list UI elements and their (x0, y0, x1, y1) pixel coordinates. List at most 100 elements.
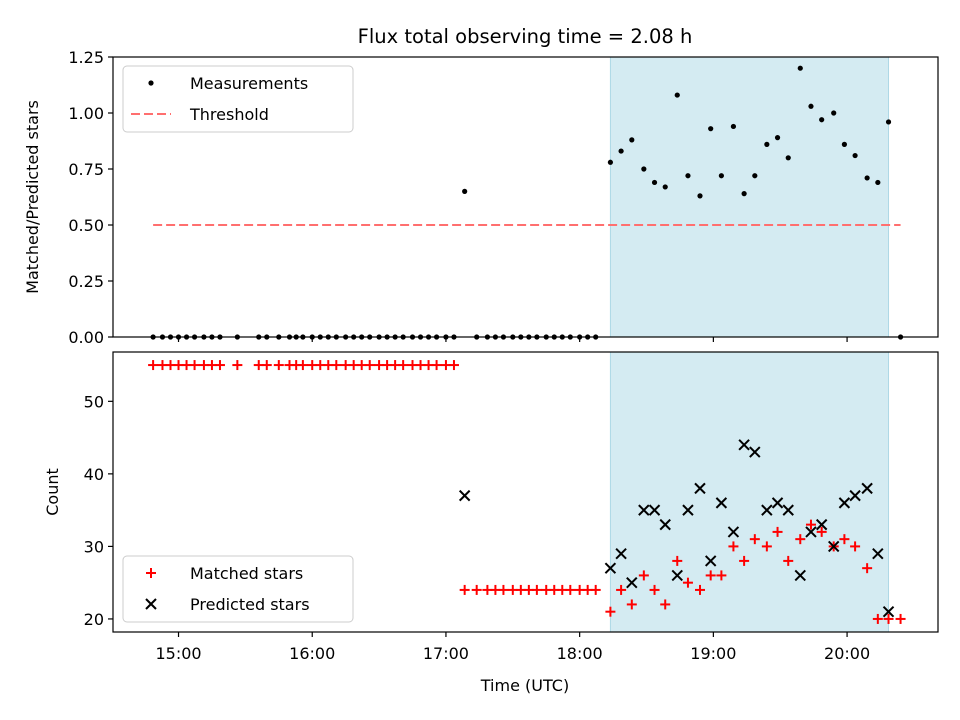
measurement-point (752, 173, 758, 179)
matched-star-marker (872, 613, 883, 624)
marker-stroke (872, 547, 884, 560)
marker-stroke (671, 569, 683, 582)
y-tick-label: 1.00 (68, 104, 104, 123)
observing-window-shading (609, 56, 890, 338)
matched-star-marker (862, 563, 873, 574)
matched-star-marker (146, 568, 156, 578)
measurement-point (708, 126, 714, 132)
legend-entry-label: Threshold (189, 105, 269, 124)
matched-star-marker (626, 599, 637, 610)
predicted-star-marker (838, 497, 851, 509)
y-tick-label: 40 (84, 465, 104, 484)
matched-star-marker (261, 360, 272, 371)
predicted-star-marker (638, 504, 650, 516)
y-tick-label: 0.75 (68, 160, 104, 179)
legend: Measurements Threshold (122, 65, 354, 133)
matched-star-marker (672, 555, 683, 566)
measurement-point (462, 188, 468, 194)
measurement-point (875, 179, 881, 186)
measurement-point (864, 175, 870, 181)
predicted-star-marker (659, 518, 671, 531)
marker-stroke (694, 482, 706, 495)
x-tick-label: 17:00 (423, 644, 469, 663)
predicted-star-marker (761, 504, 773, 516)
marker-stroke (771, 497, 784, 509)
x-tick-label: 18:00 (557, 644, 603, 663)
matched-star-marker (565, 584, 576, 595)
predicted-star-marker (727, 526, 740, 538)
predicted-star-marker (738, 439, 750, 451)
predicted-star-marker (794, 569, 806, 582)
matched-star-marker (232, 360, 243, 371)
matched-star-marker (297, 360, 308, 371)
measurement-point (774, 135, 781, 141)
measurement-point (618, 148, 624, 154)
predicted-star-marker (671, 569, 683, 582)
y-tick-label: 0.50 (68, 216, 104, 235)
marker-stroke (715, 497, 728, 509)
marker-stroke (761, 504, 773, 516)
matched-star-marker (214, 360, 225, 371)
marker-stroke (838, 497, 851, 509)
y-tick-label: 1.25 (68, 48, 104, 67)
matched-star-marker (471, 584, 482, 595)
legend-entry-label: Measurements (190, 74, 308, 93)
matched-star-marker (638, 570, 649, 581)
predicted-star-marker (849, 489, 861, 502)
ratio-panel: 0.00 0.25 0.50 0.75 1.00 1.25 Matched/Predicte… (23, 48, 939, 347)
matched-star-marker (883, 613, 894, 624)
predicted-star-marker (615, 547, 627, 560)
matched-star-marker (749, 534, 760, 545)
marker-stroke (738, 439, 750, 451)
matched-star-marker (850, 541, 861, 552)
count-panel: 20 30 40 50 15:00 16:00 17:00 18:00 19:00 20:00 Co… (43, 351, 939, 663)
y-tick-label: 0.25 (68, 272, 104, 291)
matched-star-marker (795, 534, 806, 545)
axes-frame (112, 351, 939, 633)
matched-star-marker (189, 360, 200, 371)
y-tick-label: 50 (84, 392, 104, 411)
predicted-star-marker (715, 497, 728, 509)
predicted-star-marker (771, 497, 784, 509)
marker-stroke (604, 562, 617, 574)
marker-stroke (638, 504, 650, 516)
x-tick-label: 16:00 (289, 644, 335, 663)
axes-frame (112, 56, 939, 338)
measurement-point (764, 141, 770, 147)
marker-stroke (849, 489, 861, 502)
marker-stroke (145, 598, 157, 610)
legend-entry-label: Matched stars (190, 564, 303, 583)
marker-stroke (682, 504, 694, 516)
matched-star-marker (448, 360, 459, 371)
measurement-point (831, 110, 837, 116)
y-axis-label: Matched/Predicted stars (23, 100, 42, 294)
matched-star-marker (431, 360, 442, 371)
legend-entry-label: Predicted stars (190, 595, 310, 614)
predicted-star-marker (872, 547, 884, 560)
matched-star-marker (148, 360, 159, 371)
measurement-point (697, 193, 703, 199)
matched-star-marker (498, 584, 509, 595)
predicted-star-marker (827, 540, 840, 553)
marker-stroke (815, 518, 828, 531)
measurement-point (662, 184, 668, 190)
matched-star-marker (728, 541, 739, 552)
predicted-star-marker (782, 504, 794, 516)
predicted-star-marker (815, 518, 828, 531)
y-tick-label: 20 (84, 610, 104, 629)
marker-stroke (458, 489, 471, 502)
predicted-star-marker (145, 598, 157, 610)
matched-star-marker (694, 584, 705, 595)
measurement-point (808, 103, 814, 109)
predicted-star-marker (458, 489, 471, 502)
predicted-star-marker (626, 576, 638, 589)
matched-star-marker (772, 526, 783, 537)
x-axis-label: Time (UTC) (480, 676, 569, 695)
matched-stars-series (148, 360, 906, 624)
measurement-point (674, 92, 680, 98)
predicted-star-marker (749, 446, 761, 458)
measurement-point (629, 137, 635, 143)
matched-star-marker (398, 360, 409, 371)
marker-stroke (782, 504, 794, 516)
measurement-point (852, 152, 858, 159)
